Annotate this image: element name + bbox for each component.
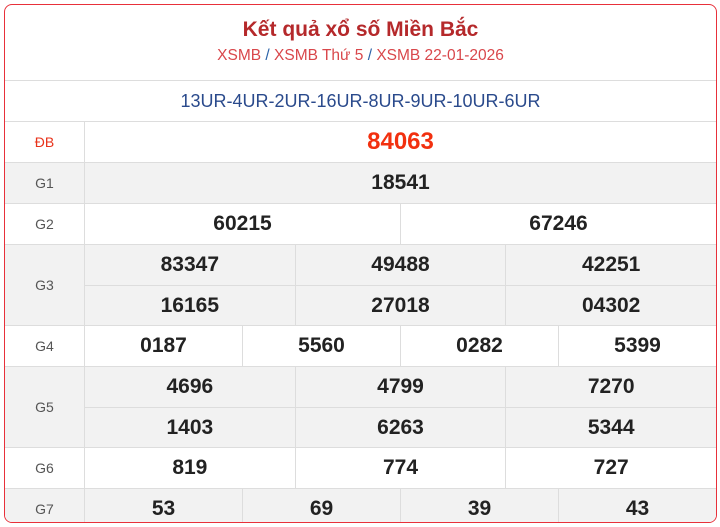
prize-label: ĐB bbox=[5, 122, 85, 162]
prize-line: 84063 bbox=[85, 122, 716, 162]
prize-values: 819 774 727 bbox=[85, 448, 716, 488]
prize-number: 774 bbox=[296, 448, 507, 488]
prize-number: 69 bbox=[243, 489, 401, 522]
prize-number: 6263 bbox=[296, 408, 507, 447]
prize-line: 18541 bbox=[85, 163, 716, 203]
prize-label: G7 bbox=[5, 489, 85, 522]
prize-number: 5560 bbox=[243, 326, 401, 366]
prize-number: 7270 bbox=[587, 375, 635, 398]
prize-number: 5399 bbox=[614, 334, 661, 357]
prize-row-g2: G2 60215 67246 bbox=[5, 204, 716, 245]
prize-line: 4696 4799 7270 bbox=[85, 367, 716, 407]
prize-line: 0187 5560 0282 5399 bbox=[85, 326, 716, 366]
header: Kết quả xổ số Miền Bắc XSMB / XSMB Thứ 5… bbox=[5, 5, 716, 81]
prize-number: 16165 bbox=[85, 286, 296, 325]
prize-number: 5344 bbox=[587, 415, 635, 439]
prize-number: 53 bbox=[85, 489, 243, 522]
prize-number: 84063 bbox=[367, 128, 434, 155]
prize-values: 84063 bbox=[85, 122, 716, 162]
prize-row-g5: G5 4696 4799 7270 1403 6263 5344 bbox=[5, 367, 716, 448]
prize-values: 60215 67246 bbox=[85, 204, 716, 244]
prize-label: G1 bbox=[5, 163, 85, 203]
prize-number: 39 bbox=[401, 489, 559, 522]
prize-number: 819 bbox=[85, 448, 296, 488]
prize-number: 60215 bbox=[85, 204, 401, 244]
prize-line: 1403 6263 5344 bbox=[85, 407, 716, 447]
prize-line: 60215 67246 bbox=[85, 204, 716, 244]
prize-number: 4799 bbox=[296, 367, 507, 407]
prize-number: 04302 bbox=[581, 293, 641, 317]
prize-line: 53 69 39 43 bbox=[85, 489, 716, 522]
prize-row-g6: G6 819 774 727 bbox=[5, 448, 716, 489]
prize-values: 0187 5560 0282 5399 bbox=[85, 326, 716, 366]
page-title: Kết quả xổ số Miền Bắc bbox=[242, 18, 479, 41]
prize-label: G2 bbox=[5, 204, 85, 244]
special-codes: 13UR-4UR-2UR-16UR-8UR-9UR-10UR-6UR bbox=[5, 81, 716, 122]
results-table: ĐB 84063 G1 18541 G2 60215 67246 G3 83347 49488 42… bbox=[5, 122, 716, 522]
breadcrumb-separator: / bbox=[265, 47, 270, 64]
breadcrumb-xsmb[interactable]: XSMB bbox=[217, 47, 262, 64]
prize-number: 49488 bbox=[296, 245, 507, 285]
prize-row-g7: G7 53 69 39 43 bbox=[5, 489, 716, 522]
prize-row-g3: G3 83347 49488 42251 16165 27018 04302 bbox=[5, 245, 716, 326]
prize-number: 0282 bbox=[401, 326, 559, 366]
prize-values: 53 69 39 43 bbox=[85, 489, 716, 522]
prize-number: 18541 bbox=[371, 171, 430, 194]
prize-number: 43 bbox=[625, 497, 650, 520]
prize-values: 18541 bbox=[85, 163, 716, 203]
prize-row-g1: G1 18541 bbox=[5, 163, 716, 204]
prize-number: 4696 bbox=[85, 367, 296, 407]
prize-number: 0187 bbox=[85, 326, 243, 366]
prize-label: G5 bbox=[5, 367, 85, 447]
prize-row-g4: G4 0187 5560 0282 5399 bbox=[5, 326, 716, 367]
prize-values: 4696 4799 7270 1403 6263 5344 bbox=[85, 367, 716, 447]
prize-label: G4 bbox=[5, 326, 85, 366]
breadcrumb-separator: / bbox=[367, 47, 372, 64]
prize-number: 1403 bbox=[85, 408, 296, 447]
prize-line: 16165 27018 04302 bbox=[85, 285, 716, 325]
prize-number: 42251 bbox=[581, 253, 641, 276]
breadcrumb-xsmb-date[interactable]: XSMB 22-01-2026 bbox=[376, 47, 504, 64]
prize-label: G6 bbox=[5, 448, 85, 488]
prize-number: 727 bbox=[593, 456, 629, 479]
breadcrumb-xsmb-thu5[interactable]: XSMB Thứ 5 bbox=[274, 47, 364, 64]
prize-label: G3 bbox=[5, 245, 85, 325]
prize-row-đb: ĐB 84063 bbox=[5, 122, 716, 163]
prize-number: 27018 bbox=[296, 286, 507, 325]
results-card: Kết quả xổ số Miền Bắc XSMB / XSMB Thứ 5… bbox=[4, 4, 717, 523]
prize-line: 83347 49488 42251 bbox=[85, 245, 716, 285]
prize-number: 67246 bbox=[529, 212, 588, 235]
prize-number: 83347 bbox=[85, 245, 296, 285]
breadcrumb: XSMB / XSMB Thứ 5 / XSMB 22-01-2026 bbox=[5, 47, 716, 65]
prize-line: 819 774 727 bbox=[85, 448, 716, 488]
prize-values: 83347 49488 42251 16165 27018 04302 bbox=[85, 245, 716, 325]
